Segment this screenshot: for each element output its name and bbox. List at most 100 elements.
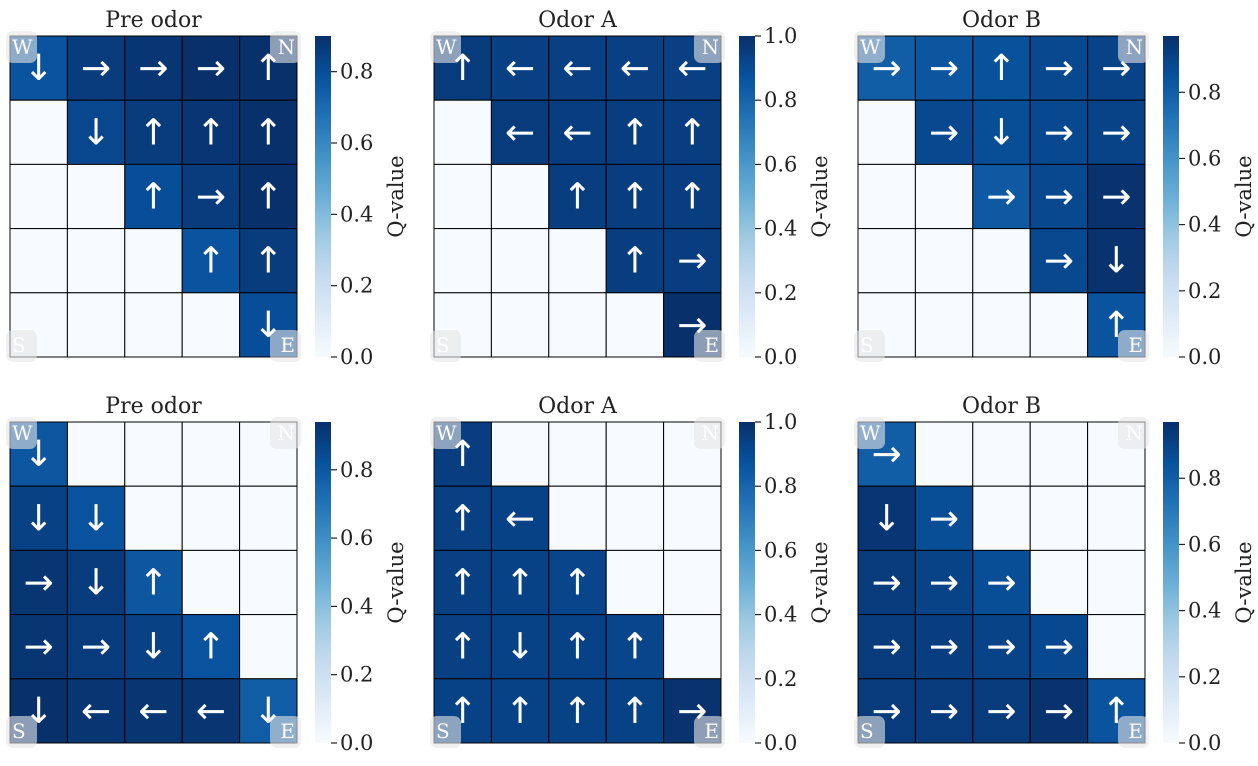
policy-arrow: ↑	[1101, 691, 1131, 732]
policy-arrow: ←	[505, 498, 535, 539]
corner-badge	[430, 417, 461, 449]
policy-arrow: ↓	[253, 691, 283, 732]
heatmap-cell	[9, 99, 68, 165]
heatmap-cell	[181, 678, 241, 744]
corner-label-n: N	[278, 35, 296, 59]
corner-badge	[270, 417, 301, 449]
corner-label-e: E	[280, 719, 295, 743]
policy-arrow: ←	[562, 48, 592, 89]
corner-badge	[6, 330, 37, 362]
colorbar-tick-label: 0.8	[764, 474, 797, 498]
panel-title: Odor B	[962, 394, 1041, 419]
heatmap-cell	[490, 292, 550, 358]
corner-label-s: S	[860, 719, 874, 743]
heatmap-cell	[181, 292, 241, 358]
corner-label-s: S	[860, 333, 874, 357]
colorbar-tick-label: 0.6	[764, 152, 797, 176]
corner-badge	[854, 417, 885, 449]
heatmap-cell	[1087, 549, 1146, 616]
corner-badge	[694, 716, 725, 748]
policy-arrow: →	[872, 691, 902, 732]
policy-arrow: →	[929, 563, 959, 604]
heatmap-cell	[1029, 549, 1089, 616]
policy-arrow: ↑	[986, 48, 1016, 89]
heatmap-cell	[914, 614, 974, 680]
policy-arrow: ↓	[24, 48, 54, 89]
heatmap-cell	[914, 421, 974, 487]
policy-arrow: ↑	[253, 48, 283, 89]
heatmap-cell	[548, 99, 607, 165]
policy-arrow: ↑	[562, 177, 592, 218]
policy-arrow: ↓	[24, 498, 54, 539]
policy-arrow: ↓	[81, 563, 111, 604]
corner-label-w: W	[860, 421, 881, 445]
heatmap-cell	[9, 614, 68, 680]
heatmap-cell	[972, 614, 1031, 680]
colorbar-tick-label: 0.2	[764, 667, 797, 691]
heatmap-cell	[181, 485, 241, 551]
colorbar-tick-label: 0.2	[340, 663, 373, 687]
corner-badge	[1118, 31, 1149, 63]
policy-arrow: →	[872, 48, 902, 89]
heatmap-panel: Odor A W N S E ↑ ↑ ← ↑ ↑ ↑ ↑ ↓ ↑ ↑ ↑ ↑ ↑ ↑ → 0.0 0.2 0.4 0.6 0.8…	[430, 394, 832, 755]
policy-arrow: →	[929, 112, 959, 153]
policy-arrow: ←	[196, 691, 226, 732]
heatmap-cell	[857, 614, 916, 680]
policy-arrow: ↑	[677, 177, 707, 218]
policy-arrow: →	[986, 177, 1016, 218]
heatmap-cell	[66, 35, 126, 101]
heatmap-cell	[66, 678, 126, 744]
policy-arrow: →	[1044, 241, 1074, 282]
policy-arrow: ←	[505, 112, 535, 153]
heatmap-cell	[605, 163, 665, 230]
colorbar-tick-label: 0.6	[764, 538, 797, 562]
policy-arrow: ↑	[1101, 305, 1131, 346]
policy-arrow: ↓	[505, 627, 535, 668]
policy-arrow: ↓	[986, 112, 1016, 153]
policy-arrow: →	[196, 48, 226, 89]
heatmap-cell	[1087, 485, 1146, 551]
heatmap-cell	[433, 485, 492, 551]
heatmap-cell	[914, 228, 974, 294]
panel-title: Odor B	[962, 8, 1041, 33]
policy-arrow: ↓	[81, 498, 111, 539]
panel-title: Pre odor	[105, 8, 202, 33]
heatmap-cell	[124, 163, 183, 230]
panel-title: Odor A	[538, 394, 618, 419]
heatmap-cell	[124, 485, 183, 551]
colorbar-label: Q-value	[1232, 541, 1256, 623]
policy-arrow: ←	[620, 48, 650, 89]
colorbar-tick-label: 1.0	[764, 24, 797, 48]
colorbar-tick-label: 0.2	[340, 274, 373, 298]
colorbar-label: Q-value	[808, 541, 832, 623]
heatmap-cell	[239, 228, 298, 294]
policy-arrow: ↑	[196, 112, 226, 153]
corner-label-n: N	[1126, 421, 1144, 445]
policy-arrow: →	[24, 563, 54, 604]
policy-arrow: →	[81, 627, 111, 668]
heatmap-cell	[239, 549, 298, 616]
heatmap-cell	[972, 485, 1031, 551]
corner-badge	[430, 31, 461, 63]
heatmap-cell	[663, 614, 722, 680]
corner-label-w: W	[860, 35, 881, 59]
policy-arrow: →	[929, 48, 959, 89]
heatmap-cell	[124, 35, 183, 101]
corner-badge	[270, 31, 301, 63]
policy-arrow: →	[24, 627, 54, 668]
policy-arrow: →	[1044, 177, 1074, 218]
heatmap-cell	[914, 99, 974, 165]
heatmap-cell	[857, 163, 916, 230]
policy-arrow: ↓	[24, 434, 54, 475]
heatmap-panel: Odor B W N S E → → ↑ → → → ↓ → → → → → → ↓ ↑ 0.0 0.2 0.4 0.6 0.8…	[854, 8, 1256, 369]
policy-arrow: →	[1044, 627, 1074, 668]
corner-label-w: W	[436, 35, 457, 59]
colorbar-tick-label: 0.0	[1188, 345, 1221, 369]
policy-arrow: →	[929, 498, 959, 539]
policy-arrow: ↑	[448, 563, 478, 604]
corner-badge	[6, 716, 37, 748]
heatmap-cell	[548, 292, 607, 358]
colorbar	[739, 422, 755, 743]
